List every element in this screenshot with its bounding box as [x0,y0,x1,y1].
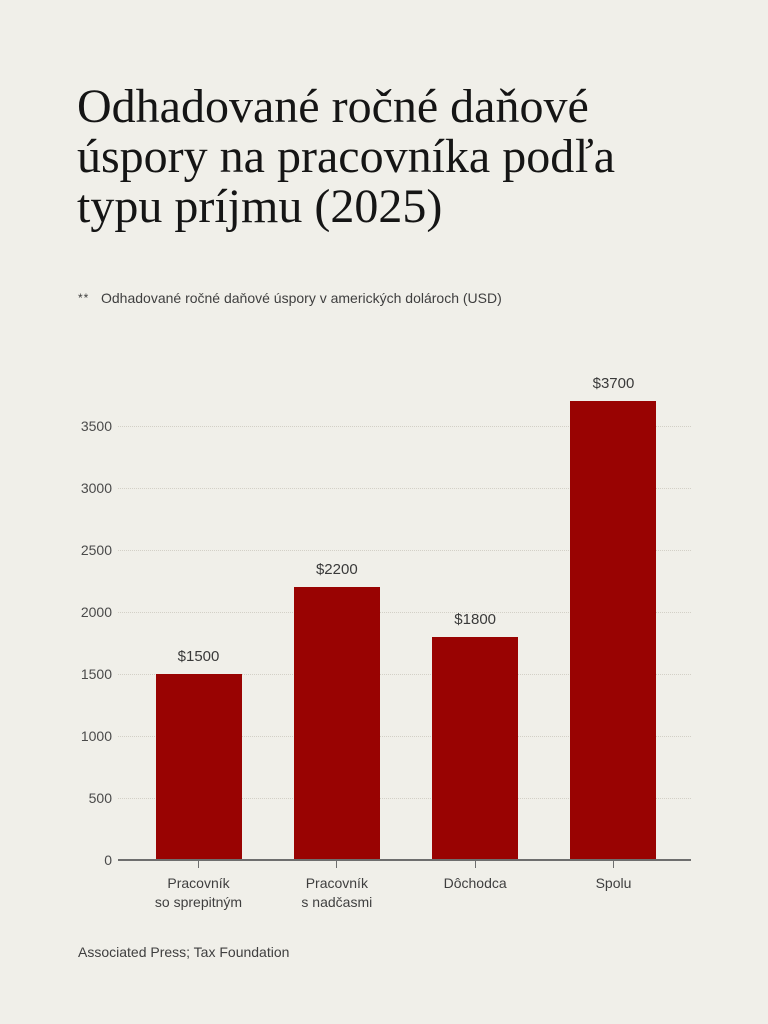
category-label: Pracovník s nadčasmi [262,874,412,912]
footnote-marker: ** [78,291,90,305]
y-axis-label: 3500 [80,418,112,434]
gridline [118,612,691,613]
y-axis-label: 1000 [80,728,112,744]
y-axis-label: 0 [104,852,112,868]
y-axis-label: 2000 [80,604,112,620]
x-axis-line [118,859,691,861]
gridline [118,550,691,551]
category-label: Dôchodca [400,874,550,893]
y-axis-label: 2500 [80,542,112,558]
category-label-line: s nadčasmi [301,894,373,910]
footnote: ** Odhadované ročné daňové úspory v amer… [78,290,502,306]
footnote-text: Odhadované ročné daňové úspory v americk… [101,290,502,306]
category-label-line: Spolu [595,875,632,891]
bar [432,636,519,860]
x-axis-tick [198,861,199,868]
bar-value-label: $1800 [454,610,497,628]
bar [293,587,380,860]
gridline [118,426,691,427]
gridline [118,674,691,675]
category-label-line: Pracovník [305,875,368,891]
gridline [118,798,691,799]
category-label-line: Dôchodca [443,875,507,891]
category-label: Spolu [538,874,688,893]
x-axis-tick [474,861,476,868]
y-axis-label: 500 [88,790,112,806]
bar [155,674,242,860]
source-attribution: Associated Press; Tax Foundation [78,944,290,960]
y-axis-label: 1500 [80,666,112,682]
bar-value-label: $1500 [177,648,220,665]
chart-title: Odhadované ročné daňové úspory na pracov… [77,80,616,233]
x-axis-tick [336,861,338,868]
y-axis-label: 3000 [80,480,112,496]
bar [570,401,657,860]
category-label-line: Pracovník [167,875,230,891]
gridline [118,488,691,489]
x-axis-tick [612,861,614,868]
category-label-line: so sprepitným [154,894,243,910]
gridline [118,736,691,737]
bar-value-label: $2200 [315,561,358,579]
category-label: Pracovník so sprepitným [124,874,274,912]
bar-value-label: $3700 [592,375,635,393]
